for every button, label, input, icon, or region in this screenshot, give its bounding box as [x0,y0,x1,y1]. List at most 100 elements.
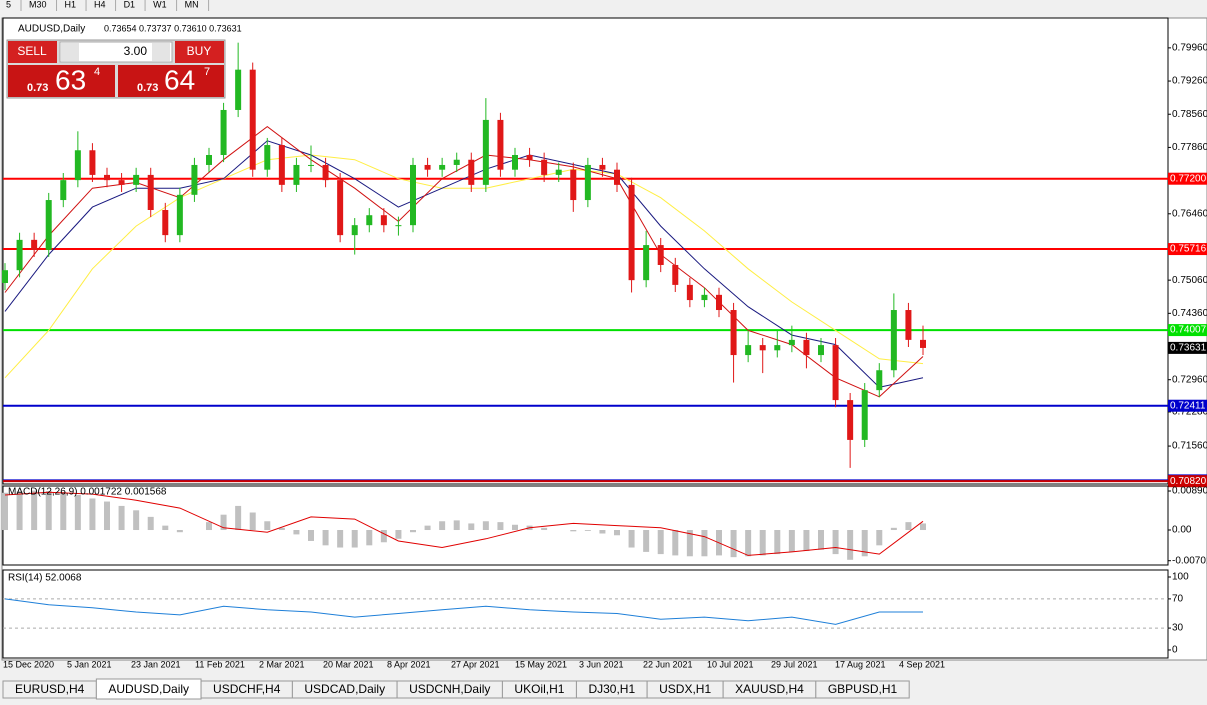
macd-bar [570,530,577,532]
macd-bar [176,530,183,533]
level-label: 0.77200 [1170,173,1207,184]
candle-body [162,209,169,236]
macd-bar [322,530,329,546]
x-tick-label: 22 Jun 2021 [643,659,693,669]
candle-body [657,245,664,265]
timeframe-button[interactable]: H4 [94,0,106,9]
sell-price-small: 4 [94,66,100,78]
sell-price-prefix: 0.73 [27,82,48,94]
y-tick-label: 0.00 [1172,525,1192,536]
macd-bar [118,505,125,531]
tab-label: DJ30,H1 [588,682,635,696]
x-tick-label: 4 Sep 2021 [899,659,945,669]
moving-average [4,140,924,388]
candle-body [716,294,722,311]
tab-label: UKOil,H1 [514,682,564,696]
macd-bar [876,530,883,546]
sell-button[interactable] [8,41,57,63]
candle-body [220,109,227,156]
macd-bar [847,530,854,560]
chart-ohlc: 0.73654 0.73737 0.73610 0.73631 [104,23,242,33]
candle-body [118,180,125,185]
macd-bar [803,530,810,552]
lot-input[interactable] [59,41,173,63]
buy-price-small: 7 [204,66,210,78]
macd-bar [541,527,548,531]
timeframe-button[interactable]: MN [185,0,199,9]
buy-price-box[interactable] [118,65,224,97]
macd-bar [614,530,620,536]
candle-body [847,400,854,440]
candle-body [920,339,926,348]
y-tick-label: 100 [1172,572,1189,583]
macd-bar [410,530,416,533]
buy-price-big: 64 [164,64,195,95]
candle-body [439,164,446,170]
macd-bar [337,530,344,548]
timeframe-button[interactable]: D1 [124,0,136,9]
macd-bar [643,530,650,552]
level-tag [1168,172,1207,185]
candle-body [16,239,23,271]
timeframe-button[interactable]: M30 [29,0,47,9]
candle-body [453,159,460,165]
y-tick-label: 0.74360 [1172,308,1207,319]
candle-body [380,215,387,226]
level-tag [1168,324,1207,337]
sell-price-box[interactable] [8,65,115,97]
macd-bar [512,524,518,531]
chart-window [1,17,1207,661]
macd-bar [366,530,373,546]
candle-body [497,119,504,170]
macd-bar [293,530,300,535]
level-tag [1168,399,1207,412]
candle-body [701,294,708,301]
x-tick-label: 11 Feb 2021 [195,659,245,669]
macd-bar [861,530,868,557]
macd-bar [16,491,23,531]
candle-body [366,215,373,226]
tab-label: USDCNH,Daily [409,682,490,696]
macd-bar [278,527,285,531]
candle-body [206,155,212,165]
level-label: 0.75716 [1170,244,1207,255]
indicator-title: RSI(14) 52.0068 [8,573,82,584]
candle-body [832,345,839,401]
macd-bar [832,530,839,555]
candle-body [512,155,518,170]
candle-body [104,174,110,181]
tab-label: XAUUSD,H4 [735,682,804,696]
macd-bar [730,530,737,558]
lot-up[interactable] [152,43,170,61]
lot-down[interactable] [61,43,79,61]
macd-bar [672,530,679,556]
y-tick-label: 0.75060 [1172,275,1207,286]
y-tick-label: -0.00701 [1172,555,1207,566]
macd-bar [439,521,446,531]
y-tick-label: 0 [1172,645,1178,656]
sell-label: SELL [17,44,47,58]
y-tick-label: 0.76460 [1172,208,1207,219]
timeframe-button[interactable]: 5 [6,0,11,9]
candle-body [818,345,824,356]
macd-bar [249,512,256,531]
timeframe-button[interactable]: H1 [65,0,77,9]
timeframe-button[interactable]: W1 [153,0,167,9]
macd-bar [890,527,897,531]
sell-price-big: 63 [55,64,86,95]
macd-bar [2,492,8,531]
candle-body [555,169,562,175]
macd-bar [497,522,504,531]
panel [2,569,1169,659]
buy-button[interactable] [175,41,224,63]
x-tick-label: 3 Jun 2021 [579,659,624,669]
candle-body [395,225,402,227]
candle-body [351,225,358,236]
candle-body [861,390,868,440]
macd-bar [920,523,926,531]
tab[interactable] [815,680,910,699]
current-price-label: 0.73631 [1170,343,1207,354]
candle-body [745,345,752,356]
macd-bar [395,530,402,539]
